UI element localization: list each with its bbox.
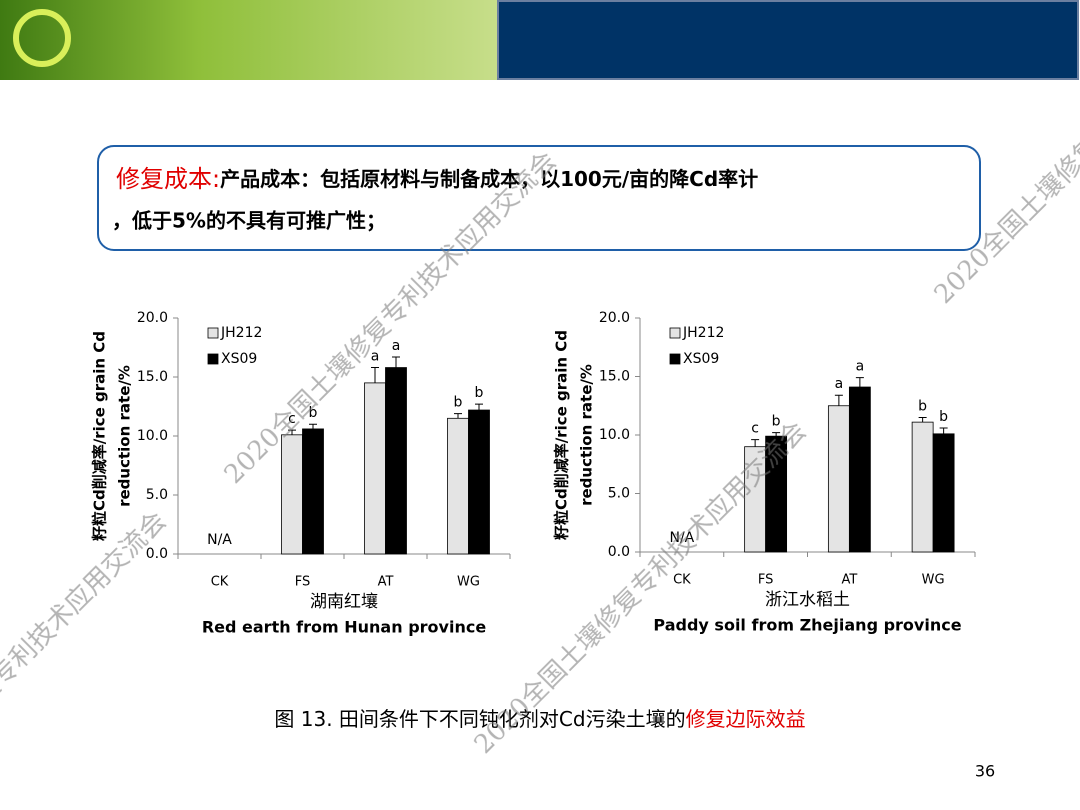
y-tick-label: 20.0 xyxy=(599,310,630,326)
error-bar xyxy=(939,427,948,434)
significance-letter: b xyxy=(309,405,318,421)
y-tick-label: 0.0 xyxy=(146,546,168,562)
x-tick-label: WG xyxy=(922,573,945,588)
bar xyxy=(911,421,934,553)
y-tick-label: 10.0 xyxy=(599,427,630,443)
legend-label: JH212 xyxy=(220,325,262,341)
significance-letter: c xyxy=(751,421,759,437)
significance-letter: b xyxy=(918,398,927,414)
charts: 0.0 5.0 10.0 15.0 20.0 CK FS AT WG c a b JH212 b a b XS0… xyxy=(91,310,976,637)
bar xyxy=(447,417,469,555)
x-tick-label: CK xyxy=(211,575,229,590)
error-bar xyxy=(855,377,864,388)
significance-letter: a xyxy=(835,376,844,392)
y-axis-label: 籽粒Cd削减率/rice grain Cd xyxy=(91,331,109,541)
error-bar xyxy=(772,432,781,437)
page-number: 36 xyxy=(975,762,995,781)
x-subtitle: 浙江水稻土 xyxy=(765,590,850,610)
legend-swatch xyxy=(669,327,681,339)
y-tick-label: 10.0 xyxy=(137,428,168,444)
legend-label: JH212 xyxy=(682,325,724,341)
bar xyxy=(281,434,303,555)
x-tick-label: AT xyxy=(841,573,857,588)
legend-label: XS09 xyxy=(683,351,719,367)
significance-letter: c xyxy=(288,411,296,427)
bar xyxy=(364,382,386,555)
x-axis-label: Red earth from Hunan province xyxy=(202,618,486,637)
legend-swatch xyxy=(207,327,219,339)
bar xyxy=(932,433,955,553)
error-bar xyxy=(392,356,400,368)
y-tick-label: 15.0 xyxy=(137,369,168,385)
error-bar xyxy=(751,439,760,447)
x-subtitle: 湖南红壤 xyxy=(310,591,378,612)
x-tick-label: FS xyxy=(295,575,311,590)
y-axis-label: reduction rate/% xyxy=(116,365,134,507)
legend-label: XS09 xyxy=(221,351,257,367)
legend-swatch xyxy=(669,353,681,365)
bar xyxy=(385,367,407,555)
x-tick-label: WG xyxy=(457,575,480,590)
y-tick-label: 5.0 xyxy=(608,486,630,502)
error-bar xyxy=(918,416,927,423)
callout-box xyxy=(97,145,981,251)
callout-label: 修复成本 xyxy=(116,165,212,193)
annotation: N/A xyxy=(669,530,694,546)
x-axis-label: Paddy soil from Zhejiang province xyxy=(653,616,961,635)
caption-text: 图 13. 田间条件下不同钝化剂对Cd污染土壤的 xyxy=(274,707,685,731)
legend-swatch xyxy=(207,353,219,365)
x-tick-label: CK xyxy=(673,573,691,588)
significance-letter: b xyxy=(939,409,948,425)
error-bar xyxy=(475,403,483,411)
fern-spiral xyxy=(13,9,71,67)
error-bar xyxy=(454,413,462,419)
y-tick-label: 5.0 xyxy=(146,487,168,503)
watermark: 2020全国土壤修复专利技术应用交流会 xyxy=(0,506,172,810)
bar xyxy=(468,409,490,555)
y-axis-label: reduction rate/% xyxy=(578,364,596,506)
y-tick-label: 0.0 xyxy=(608,544,630,560)
caption-highlight: 修复边际效益 xyxy=(686,707,806,731)
bar xyxy=(827,405,850,553)
annotation: N/A xyxy=(207,532,232,548)
significance-letter: b xyxy=(772,414,781,430)
significance-letter: b xyxy=(475,385,484,401)
header-image xyxy=(0,0,497,80)
significance-letter: a xyxy=(371,349,380,365)
callout-separator: : xyxy=(212,165,220,193)
error-bar xyxy=(834,394,843,406)
callout-text: ，低于5%的不具有可推广性； xyxy=(112,209,386,233)
significance-letter: a xyxy=(392,338,401,354)
y-axis-label: 籽粒Cd削减率/rice grain Cd xyxy=(553,330,571,540)
callout-text: 产品成本：包括原材料与制备成本，以100元/亩的降Cd率计 xyxy=(220,167,758,191)
x-tick-label: FS xyxy=(758,573,774,588)
y-tick-label: 15.0 xyxy=(599,369,630,385)
error-bar xyxy=(371,367,379,383)
y-tick-label: 20.0 xyxy=(137,310,168,326)
header-bar xyxy=(497,0,1079,80)
error-bar xyxy=(309,423,317,429)
bar xyxy=(302,428,324,555)
bar xyxy=(848,386,871,553)
significance-letter: a xyxy=(856,359,865,375)
callout-line: 修复成本:产品成本：包括原材料与制备成本，以100元/亩的降Cd率计 xyxy=(116,165,758,193)
caption: 图 13. 田间条件下不同钝化剂对Cd污染土壤的修复边际效益 xyxy=(274,707,805,731)
significance-letter: b xyxy=(454,395,463,411)
x-tick-label: AT xyxy=(378,575,394,590)
error-bar xyxy=(288,429,296,435)
